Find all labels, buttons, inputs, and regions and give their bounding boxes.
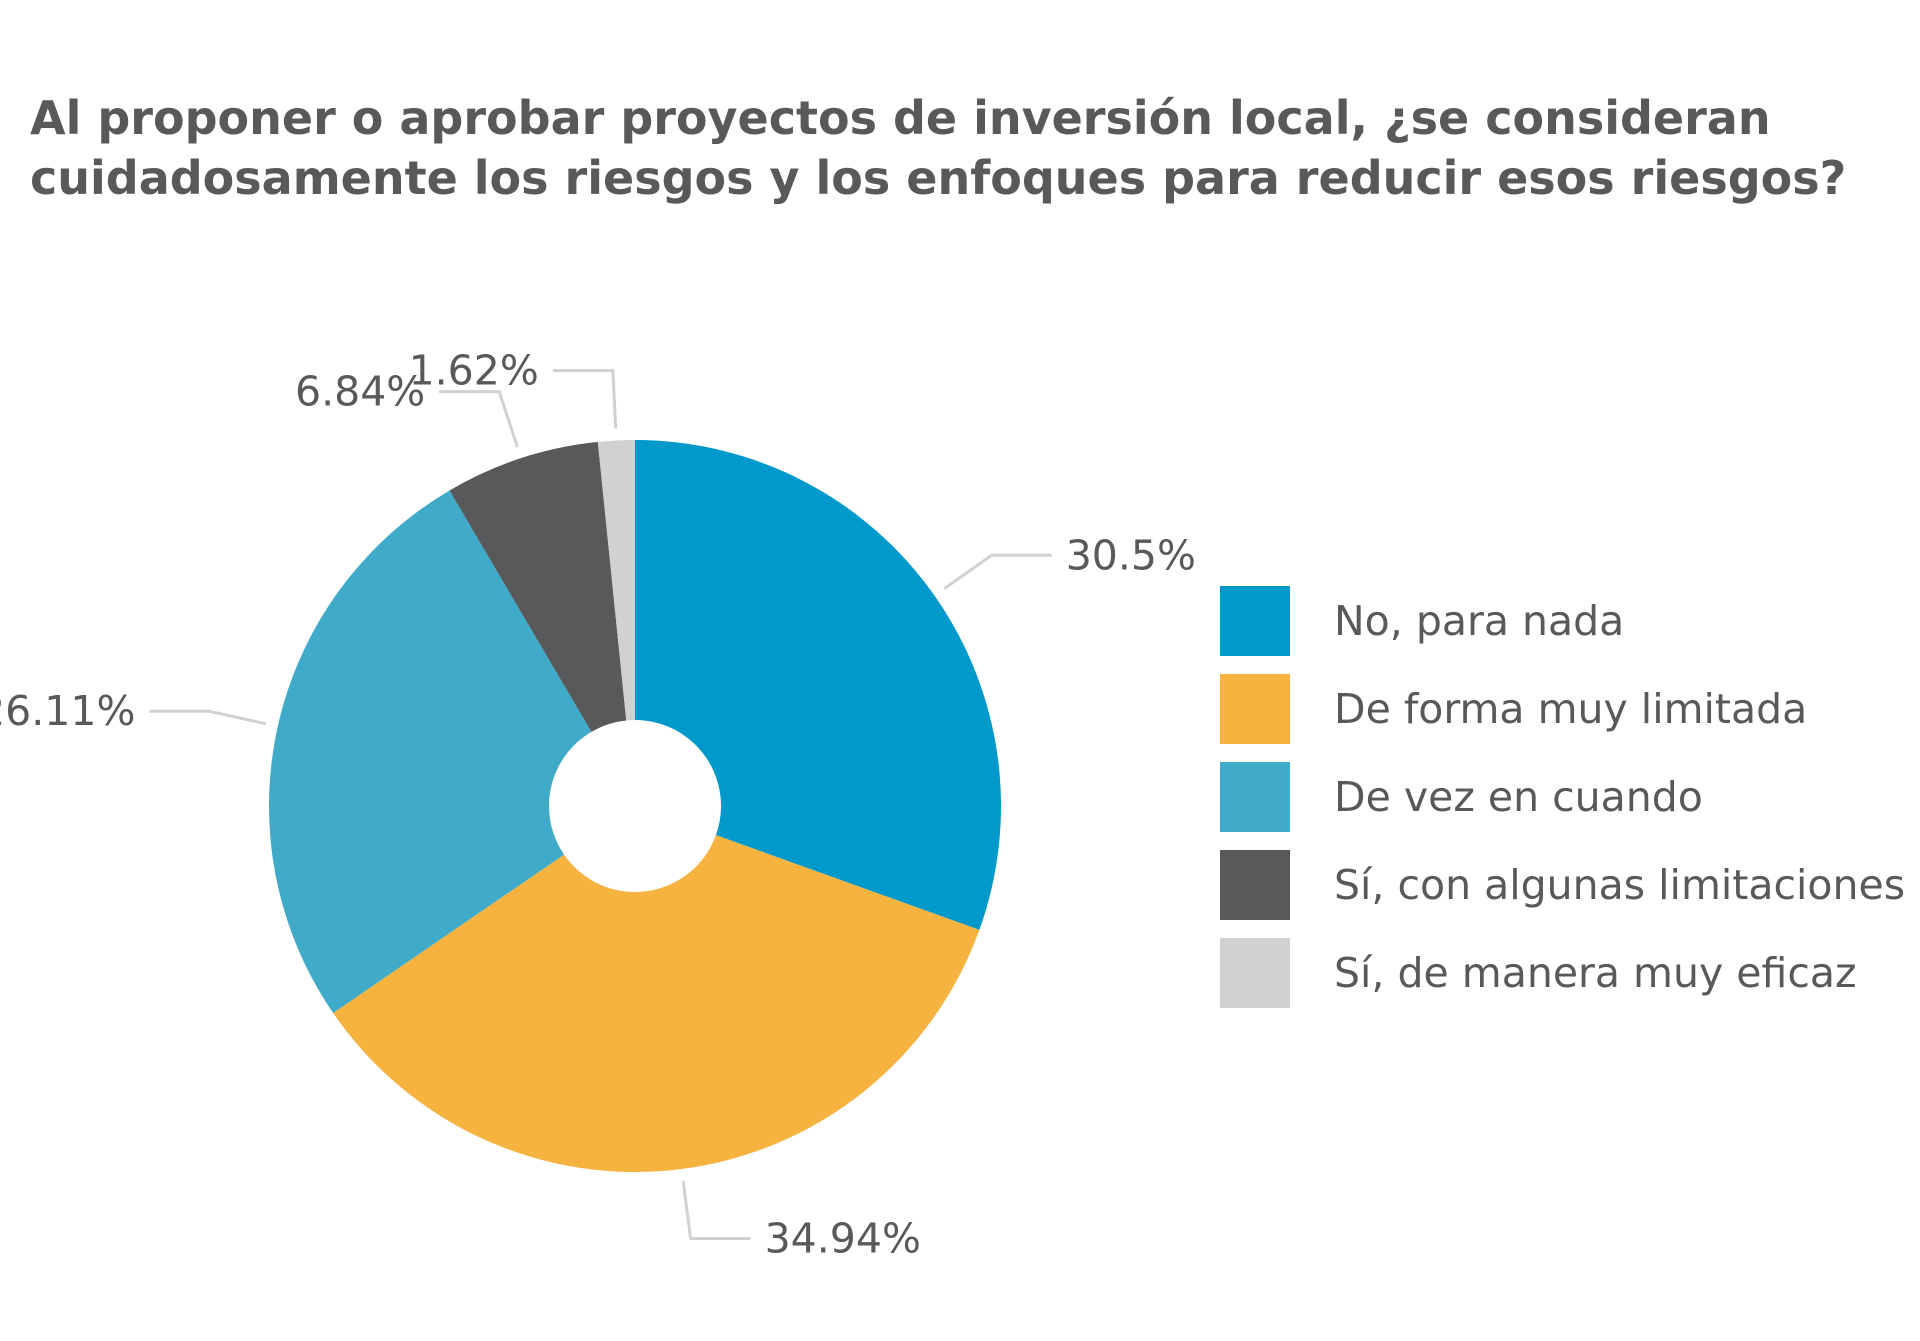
leader-line-no-para-nada	[943, 553, 1052, 590]
value-label-no-para-nada: 30.5%	[1066, 531, 1196, 579]
chart-title: Al proponer o aprobar proyectos de inver…	[30, 88, 1890, 208]
slice-si-con-algunas-limitaciones	[449, 441, 627, 732]
legend-item-no-para-nada: No, para nada	[1220, 586, 1905, 656]
legend-item-de-vez-en-cuando: De vez en cuando	[1220, 762, 1905, 832]
legend-item-si-de-manera-muy-eficaz: Sí, de manera muy eficaz	[1220, 938, 1905, 1008]
chart-title-line-1: Al proponer o aprobar proyectos de inver…	[30, 91, 1771, 145]
legend-item-si-con-algunas-limitaciones: Sí, con algunas limitaciones	[1220, 850, 1905, 920]
legend-label: De forma muy limitada	[1334, 685, 1808, 733]
leader-line-si-con-algunas-limitaciones	[439, 390, 519, 448]
chart-title-line-2: cuidadosamente los riesgos y los enfoque…	[30, 151, 1847, 205]
legend-label: Sí, con algunas limitaciones	[1334, 861, 1906, 909]
legend-item-de-forma-muy-limitada: De forma muy limitada	[1220, 674, 1905, 744]
legend-swatch	[1220, 674, 1290, 744]
legend-swatch	[1220, 850, 1290, 920]
slice-si-de-manera-muy-eficaz	[597, 440, 635, 721]
legend-swatch	[1220, 762, 1290, 832]
slice-de-vez-en-cuando	[268, 490, 592, 1013]
legend-label: No, para nada	[1334, 597, 1625, 645]
legend-swatch	[1220, 938, 1290, 1008]
value-label-si-de-manera-muy-eficaz: 1.62%	[409, 347, 539, 395]
leader-line-de-forma-muy-limitada	[681, 1180, 751, 1240]
legend: No, para nada De forma muy limitada De v…	[1220, 586, 1905, 1026]
leader-line-si-de-manera-muy-eficaz	[552, 369, 618, 429]
legend-swatch	[1220, 586, 1290, 656]
legend-label: Sí, de manera muy eficaz	[1334, 949, 1857, 997]
leader-line-de-vez-en-cuando	[149, 709, 267, 726]
value-label-si-con-algunas-limitaciones: 6.84%	[295, 368, 425, 416]
legend-label: De vez en cuando	[1334, 773, 1703, 821]
slice-de-forma-muy-limitada	[333, 835, 980, 1172]
value-label-de-vez-en-cuando: 26.11%	[0, 687, 135, 735]
value-label-de-forma-muy-limitada: 34.94%	[765, 1214, 921, 1262]
slice-no-para-nada	[635, 440, 1001, 930]
